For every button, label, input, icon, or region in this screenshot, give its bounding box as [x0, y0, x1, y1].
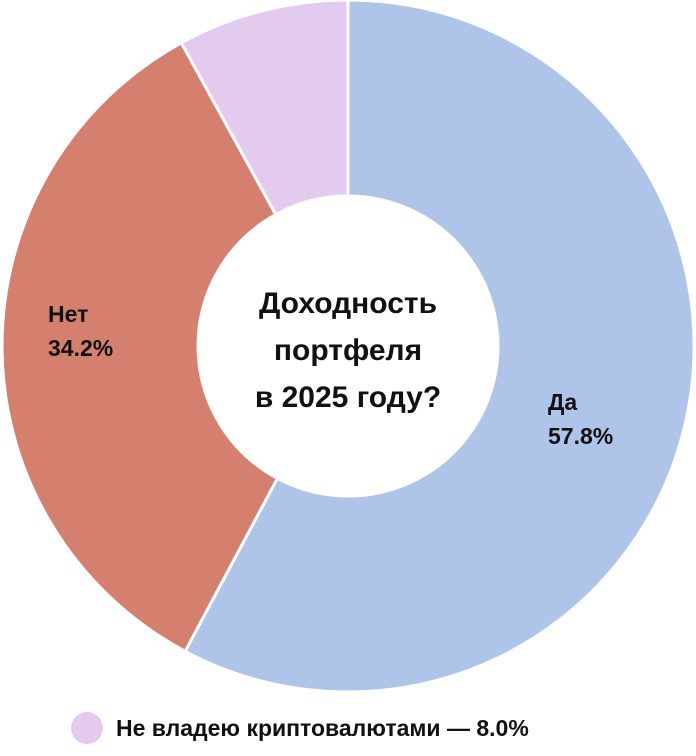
slice-label-yes-value: 57.8%	[548, 423, 613, 449]
slice-label-yes: Да 57.8%	[548, 389, 613, 449]
slice-label-no-name: Нет	[48, 301, 88, 327]
center-title-line-2: портфеля	[274, 334, 422, 367]
slice-label-no: Нет 34.2%	[48, 301, 113, 361]
legend-text: Не владею криптовалютами — 8.0%	[116, 715, 529, 741]
slice-no	[0, 41, 279, 653]
legend: Не владею криптовалютами — 8.0%	[71, 712, 529, 744]
legend-marker	[71, 712, 103, 744]
center-title: Доходность портфеля в 2025 году?	[255, 287, 441, 414]
slice-yes	[183, 0, 696, 694]
center-title-line-1: Доходность	[259, 287, 437, 320]
slices-layer	[0, 0, 696, 694]
slice-label-no-value: 34.2%	[48, 335, 113, 361]
center-title-line-3: в 2025 году?	[255, 381, 441, 414]
slice-label-yes-name: Да	[548, 389, 577, 415]
slice-not-owner	[179, 0, 350, 217]
